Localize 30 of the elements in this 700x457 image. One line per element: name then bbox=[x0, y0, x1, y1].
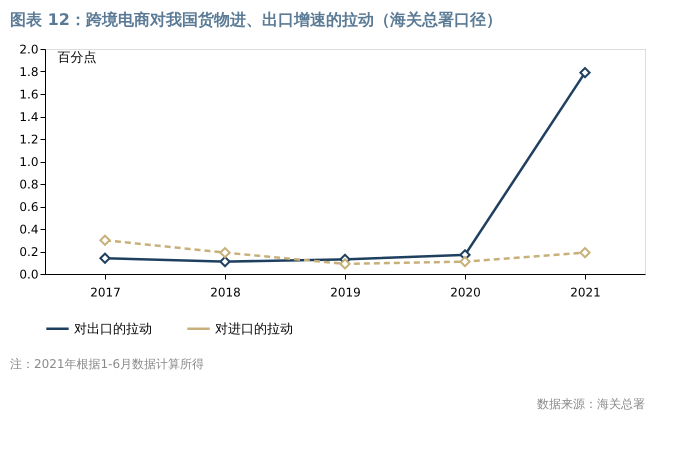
point bbox=[459, 256, 471, 268]
legend-label: 对进口的拉动 bbox=[215, 322, 293, 337]
y-tick-label: 1.6 bbox=[19, 88, 38, 102]
x-tick-label: 2021 bbox=[570, 286, 601, 300]
x-tick-label: 2019 bbox=[330, 286, 361, 300]
y-tick-label: 2.0 bbox=[19, 42, 38, 56]
y-tick-label: 0.0 bbox=[19, 268, 38, 282]
point bbox=[99, 234, 111, 246]
point bbox=[579, 247, 591, 258]
x-tick-label: 2020 bbox=[450, 286, 481, 300]
y-tick-label: 0.6 bbox=[19, 200, 38, 214]
legend-label: 对出口的拉动 bbox=[74, 322, 152, 337]
y-tick-label: 0.2 bbox=[19, 245, 38, 259]
y-tick-label: 0.4 bbox=[19, 222, 38, 236]
source-note: 数据来源：海关总署 bbox=[537, 397, 645, 411]
x-tick-label: 2018 bbox=[210, 286, 241, 300]
point bbox=[219, 247, 231, 258]
y-tick-label: 1.8 bbox=[19, 65, 38, 79]
point bbox=[339, 258, 351, 270]
y-tick-label: 0.8 bbox=[19, 178, 38, 192]
point bbox=[99, 252, 111, 264]
chart-title: 图表 12：跨境电商对我国货物进、出口增速的拉动（海关总署口径） bbox=[10, 10, 502, 29]
x-tick-label: 2017 bbox=[90, 286, 121, 300]
point bbox=[219, 256, 231, 268]
y-tick-label: 1.4 bbox=[19, 110, 38, 124]
y-axis-title: 百分点 bbox=[58, 50, 96, 66]
y-tick-label: 1.2 bbox=[19, 132, 38, 146]
text: 注：2021年根据1-6月数据计算所得 bbox=[10, 357, 204, 371]
point bbox=[579, 67, 591, 78]
y-tick-label: 1.0 bbox=[19, 155, 38, 169]
